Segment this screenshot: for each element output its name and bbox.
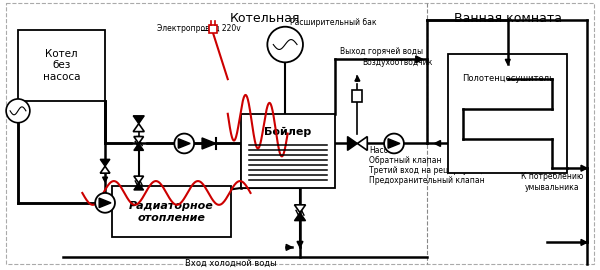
Text: Выход горячей воды: Выход горячей воды xyxy=(340,48,422,56)
Circle shape xyxy=(384,134,404,153)
Polygon shape xyxy=(581,239,587,245)
Text: Котельная: Котельная xyxy=(230,12,301,25)
Polygon shape xyxy=(134,176,143,183)
FancyBboxPatch shape xyxy=(352,90,362,102)
Circle shape xyxy=(95,193,115,213)
Polygon shape xyxy=(133,116,144,124)
Polygon shape xyxy=(134,143,143,150)
Polygon shape xyxy=(134,137,143,143)
Text: Обратный клапан: Обратный клапан xyxy=(369,156,442,165)
FancyBboxPatch shape xyxy=(209,25,217,33)
Polygon shape xyxy=(133,124,144,131)
Circle shape xyxy=(268,27,303,62)
Text: Расширительный бак: Расширительный бак xyxy=(290,18,377,27)
Polygon shape xyxy=(347,137,358,150)
Text: Радиаторное
отопление: Радиаторное отопление xyxy=(129,201,214,222)
Text: Насос: Насос xyxy=(369,146,392,156)
Polygon shape xyxy=(103,177,107,182)
Text: Воздухоотводчик: Воздухоотводчик xyxy=(362,58,433,67)
Text: Котел
без
насоса: Котел без насоса xyxy=(43,49,80,82)
Polygon shape xyxy=(581,165,587,171)
Text: Бойлер: Бойлер xyxy=(264,127,311,137)
Polygon shape xyxy=(295,205,305,213)
Polygon shape xyxy=(100,166,110,173)
Polygon shape xyxy=(136,137,141,141)
Text: Предохранительный клапан: Предохранительный клапан xyxy=(369,176,485,185)
Text: Электропровод 220v: Электропровод 220v xyxy=(157,24,240,33)
Polygon shape xyxy=(388,139,400,148)
Polygon shape xyxy=(202,138,216,149)
Text: К потреблению
умывальника: К потреблению умывальника xyxy=(521,172,583,192)
FancyBboxPatch shape xyxy=(448,55,567,173)
Polygon shape xyxy=(295,213,305,221)
FancyBboxPatch shape xyxy=(112,186,231,238)
Text: Ванная комната: Ванная комната xyxy=(454,12,562,25)
Polygon shape xyxy=(99,198,111,208)
Polygon shape xyxy=(286,244,292,250)
Polygon shape xyxy=(355,76,360,81)
Polygon shape xyxy=(100,159,110,166)
Text: Полотенцесушитель: Полотенцесушитель xyxy=(462,74,554,83)
Text: Вход холодной воды: Вход холодной воды xyxy=(185,259,277,268)
Polygon shape xyxy=(297,241,303,247)
Polygon shape xyxy=(134,183,143,190)
Circle shape xyxy=(175,134,194,153)
Circle shape xyxy=(6,99,30,123)
Polygon shape xyxy=(505,59,510,64)
Polygon shape xyxy=(416,56,422,63)
Polygon shape xyxy=(358,137,367,150)
Polygon shape xyxy=(434,140,440,146)
Text: Третий вход на рециркуляцию: Третий вход на рециркуляцию xyxy=(369,166,494,175)
FancyBboxPatch shape xyxy=(241,114,335,188)
Polygon shape xyxy=(178,139,190,148)
FancyBboxPatch shape xyxy=(18,30,105,101)
